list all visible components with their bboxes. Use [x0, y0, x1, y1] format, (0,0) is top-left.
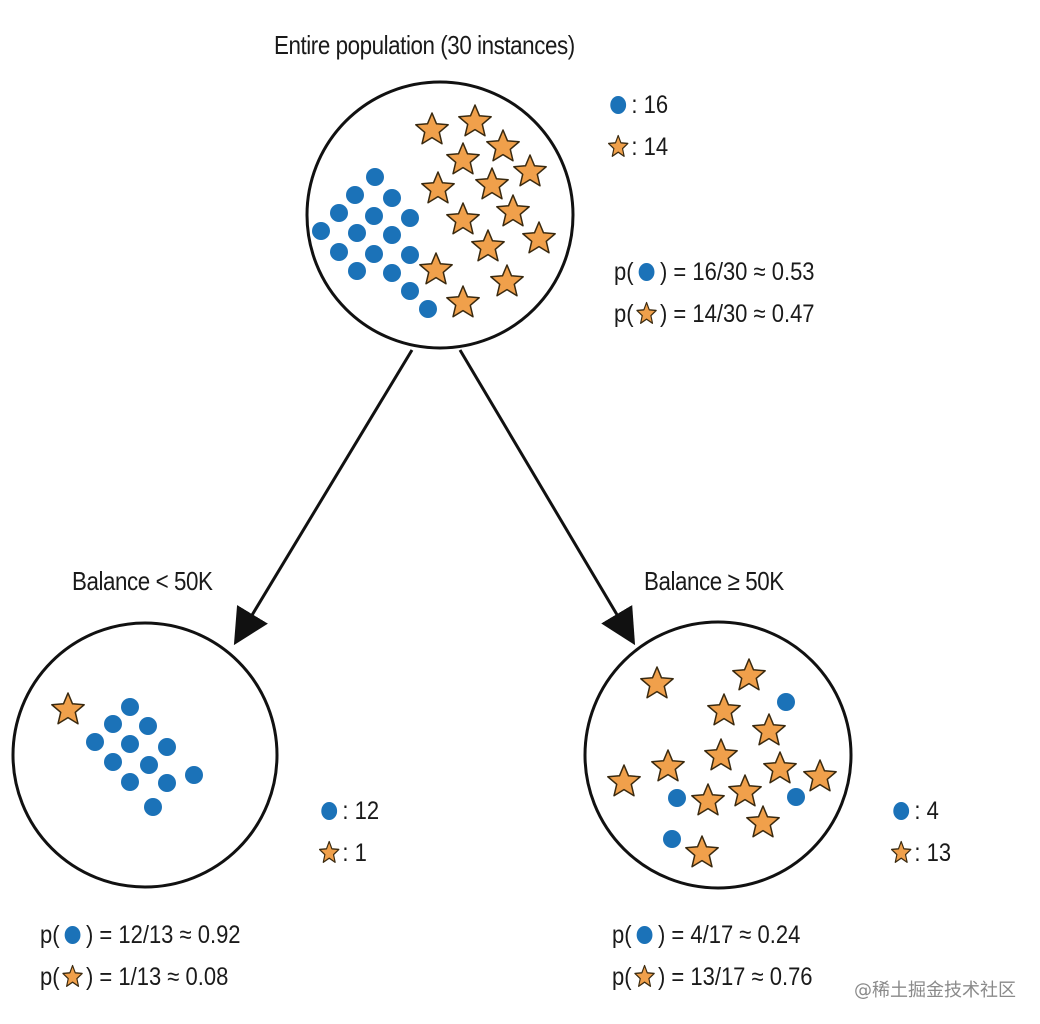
root-prob-star: p( ) = 14/30 ≈ 0.47 — [614, 299, 815, 329]
right-orange-star — [752, 713, 786, 746]
root-orange-star — [471, 229, 505, 262]
root-blue-dot — [365, 207, 383, 225]
root-orange-star — [458, 104, 492, 137]
left-blue-dot — [185, 766, 203, 784]
left-blue-dot — [144, 798, 162, 816]
left-count-dot: : 12 — [316, 796, 379, 826]
blue-circle-icon — [634, 257, 660, 287]
root-blue-dot — [312, 222, 330, 240]
root-orange-star — [446, 285, 480, 318]
orange-star-icon — [60, 962, 86, 992]
root-blue-dot — [383, 226, 401, 244]
root-blue-dot — [383, 264, 401, 282]
arrow-right — [458, 349, 636, 646]
root-blue-dot — [401, 209, 419, 227]
right-prob-star: p( ) = 13/17 ≈ 0.76 — [612, 962, 813, 992]
left-node-circle — [11, 621, 279, 889]
orange-star-icon — [632, 962, 658, 992]
root-blue-dot — [401, 282, 419, 300]
root-orange-star — [421, 171, 455, 204]
root-blue-dot — [330, 243, 348, 261]
root-orange-star — [496, 194, 530, 227]
root-orange-star — [513, 154, 547, 187]
left-blue-dot — [121, 773, 139, 791]
root-orange-star — [419, 252, 453, 285]
root-count-star: : 14 — [605, 132, 668, 162]
right-orange-star — [685, 835, 719, 868]
root-blue-dot — [348, 224, 366, 242]
root-blue-dot — [365, 245, 383, 263]
blue-circle-icon — [60, 920, 86, 950]
right-count-star: : 13 — [888, 838, 951, 868]
arrow-left — [233, 349, 414, 646]
left-blue-dot — [104, 753, 122, 771]
right-blue-dot — [668, 789, 686, 807]
right-orange-star — [607, 764, 641, 797]
root-orange-star — [415, 112, 449, 145]
root-blue-dot — [419, 300, 437, 318]
root-orange-star — [475, 167, 509, 200]
root-blue-dot — [383, 189, 401, 207]
right-orange-star — [651, 749, 685, 782]
right-orange-star — [746, 805, 780, 838]
root-orange-star — [446, 142, 480, 175]
left-blue-dot — [140, 756, 158, 774]
orange-star-icon — [634, 299, 660, 329]
root-blue-dot — [348, 262, 366, 280]
right-orange-star — [728, 774, 762, 807]
left-prob-dot: p( ) = 12/13 ≈ 0.92 — [40, 920, 241, 950]
root-count-dot: : 16 — [605, 90, 668, 120]
right-count-dot: : 4 — [888, 796, 939, 826]
left-prob-star: p( ) = 1/13 ≈ 0.08 — [40, 962, 229, 992]
orange-star-icon — [888, 838, 914, 868]
blue-circle-icon — [632, 920, 658, 950]
blue-circle-icon — [888, 796, 914, 826]
root-orange-star — [486, 129, 520, 162]
right-prob-dot: p( ) = 4/17 ≈ 0.24 — [612, 920, 801, 950]
right-orange-star — [640, 666, 674, 699]
left-count-star: : 1 — [316, 838, 367, 868]
left-blue-dot — [86, 733, 104, 751]
root-node-title: Entire population (30 instances) — [274, 30, 575, 60]
left-blue-dot — [158, 738, 176, 756]
root-blue-dot — [330, 204, 348, 222]
right-orange-star — [763, 751, 797, 784]
watermark: @稀土掘金技术社区 — [854, 980, 1016, 1001]
right-orange-star — [707, 693, 741, 726]
right-orange-star — [732, 658, 766, 691]
root-orange-star — [490, 264, 524, 297]
left-node-title: Balance < 50K — [72, 566, 213, 596]
right-blue-dot — [777, 693, 795, 711]
right-blue-dot — [663, 830, 681, 848]
orange-star-icon — [605, 132, 631, 162]
left-orange-star — [51, 692, 85, 725]
root-prob-dot: p( ) = 16/30 ≈ 0.53 — [614, 257, 815, 287]
right-node-title: Balance ≥ 50K — [644, 566, 784, 596]
left-blue-dot — [121, 735, 139, 753]
blue-circle-icon — [605, 90, 631, 120]
root-blue-dot — [346, 186, 364, 204]
root-orange-star — [522, 221, 556, 254]
root-orange-star — [446, 202, 480, 235]
right-orange-star — [691, 783, 725, 816]
left-blue-dot — [104, 715, 122, 733]
blue-circle-icon — [316, 796, 342, 826]
orange-star-icon — [316, 838, 342, 868]
right-orange-star — [803, 759, 837, 792]
root-blue-dot — [401, 246, 419, 264]
right-orange-star — [704, 738, 738, 771]
left-blue-dot — [139, 717, 157, 735]
left-blue-dot — [158, 774, 176, 792]
left-blue-dot — [121, 698, 139, 716]
root-blue-dot — [366, 168, 384, 186]
right-blue-dot — [787, 788, 805, 806]
